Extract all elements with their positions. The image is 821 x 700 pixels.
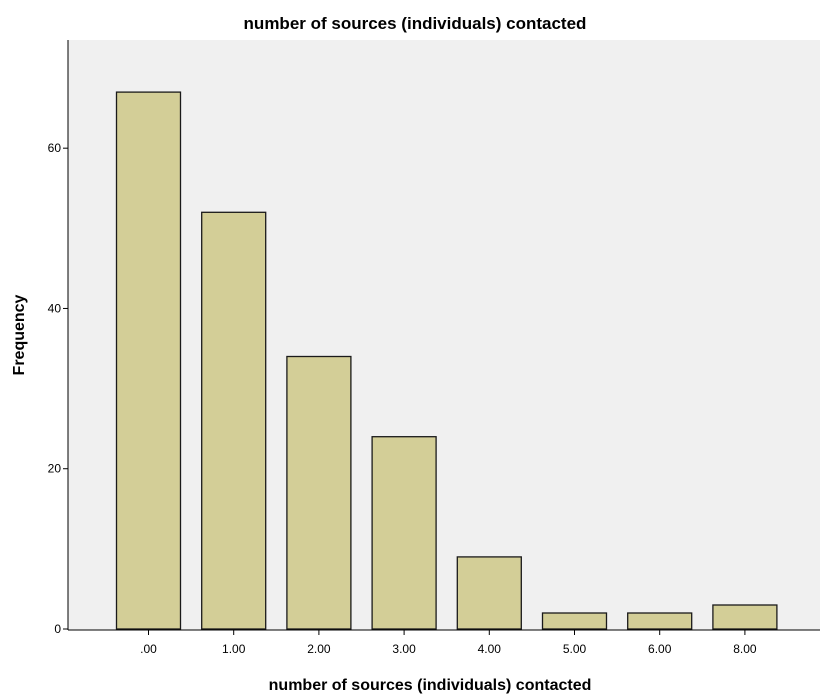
- bar-6: [541, 612, 608, 630]
- x-tick-label: 1.00: [222, 642, 246, 656]
- y-axis: 0 20 40 60: [48, 40, 69, 636]
- bar-8: [712, 604, 778, 630]
- bar-5: [456, 556, 522, 630]
- x-axis-label: number of sources (individuals) contacte…: [269, 677, 592, 694]
- y-tick-label: 40: [48, 301, 62, 315]
- x-axis: .00 1.00 2.00 3.00 4.00 5.00 6.00 8.00: [68, 629, 820, 656]
- bar-7: [627, 612, 693, 630]
- x-tick-label: 3.00: [392, 642, 416, 656]
- x-tick-label: 4.00: [478, 642, 502, 656]
- x-tick-label: 2.00: [307, 642, 331, 656]
- y-tick-label: 60: [48, 141, 62, 155]
- y-tick-label: 20: [48, 462, 62, 476]
- bar-4: [371, 436, 437, 630]
- y-axis-label: Frequency: [11, 294, 28, 375]
- chart-title: number of sources (individuals) contacte…: [244, 14, 587, 33]
- bar-1: [115, 91, 182, 630]
- bar-2: [201, 211, 267, 630]
- bars-layer: [115, 91, 778, 630]
- x-tick-label: 6.00: [648, 642, 672, 656]
- y-tick-label: 0: [54, 622, 61, 636]
- x-tick-label: 8.00: [733, 642, 757, 656]
- plot-area: [68, 40, 820, 630]
- x-tick-label: 5.00: [563, 642, 587, 656]
- x-tick-label: .00: [140, 642, 157, 656]
- bar-3: [286, 355, 352, 630]
